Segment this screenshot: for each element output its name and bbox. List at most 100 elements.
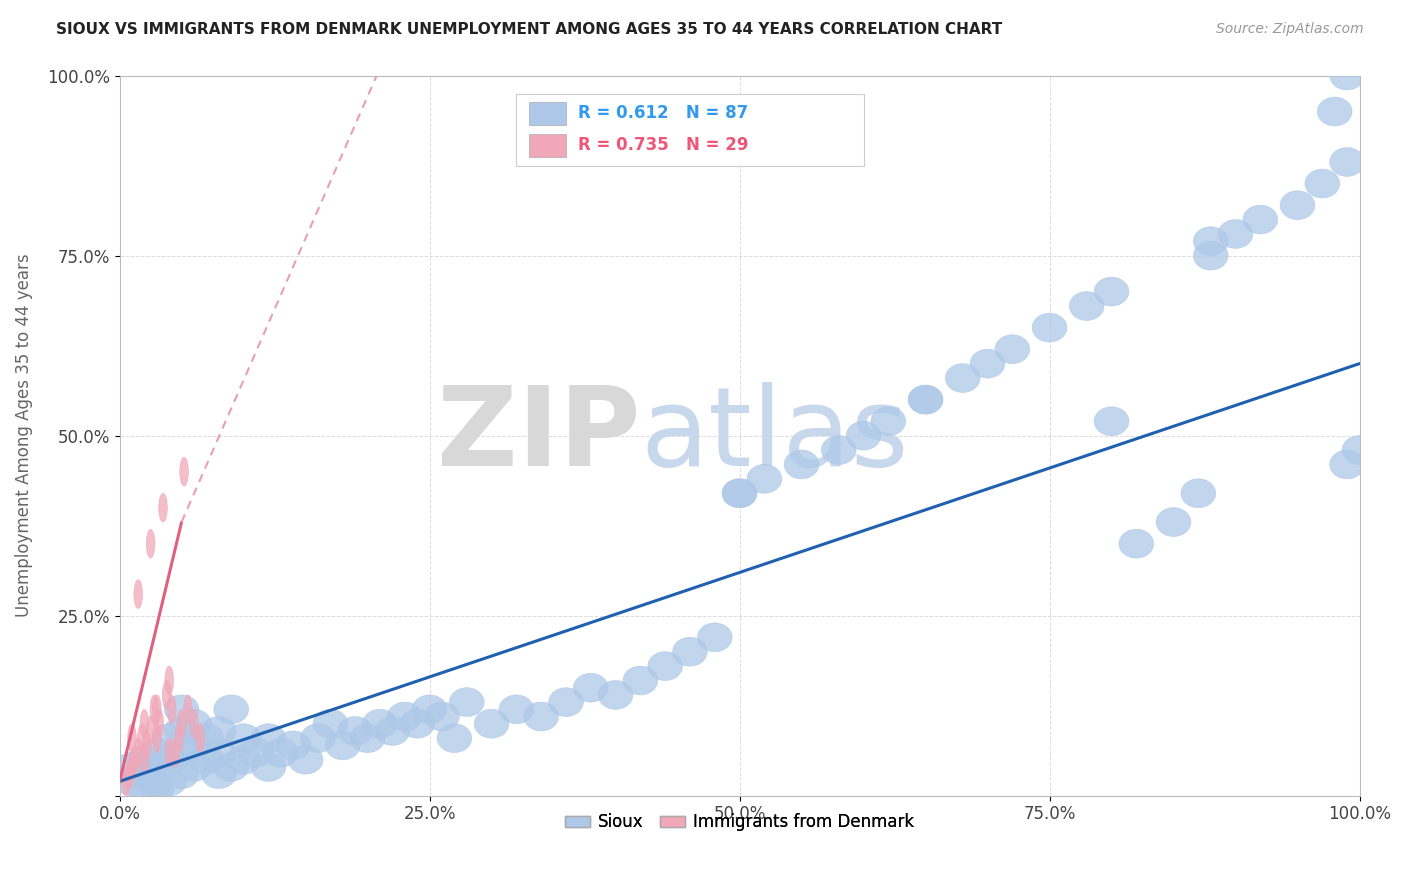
Ellipse shape — [425, 702, 460, 731]
Ellipse shape — [1330, 62, 1364, 90]
Ellipse shape — [159, 493, 167, 522]
Ellipse shape — [152, 695, 162, 723]
Ellipse shape — [201, 739, 236, 767]
Ellipse shape — [146, 529, 155, 558]
Ellipse shape — [177, 709, 211, 739]
Ellipse shape — [177, 753, 211, 781]
Ellipse shape — [139, 774, 174, 803]
Text: Source: ZipAtlas.com: Source: ZipAtlas.com — [1216, 22, 1364, 37]
Ellipse shape — [723, 479, 756, 508]
Ellipse shape — [1119, 529, 1154, 558]
Ellipse shape — [1181, 479, 1216, 508]
Ellipse shape — [127, 760, 162, 789]
Ellipse shape — [314, 709, 347, 739]
Ellipse shape — [165, 666, 173, 695]
Ellipse shape — [141, 709, 149, 739]
Ellipse shape — [1330, 450, 1364, 479]
Ellipse shape — [134, 739, 142, 767]
Text: R = 0.612   N = 87: R = 0.612 N = 87 — [578, 104, 748, 122]
Ellipse shape — [747, 465, 782, 493]
Ellipse shape — [174, 723, 183, 753]
Ellipse shape — [945, 364, 980, 392]
Ellipse shape — [190, 709, 198, 739]
Ellipse shape — [195, 723, 204, 753]
Ellipse shape — [239, 739, 273, 767]
Ellipse shape — [121, 767, 131, 796]
Ellipse shape — [127, 746, 162, 774]
Ellipse shape — [252, 753, 285, 781]
Y-axis label: Unemployment Among Ages 35 to 44 years: Unemployment Among Ages 35 to 44 years — [15, 254, 32, 617]
Ellipse shape — [214, 695, 249, 723]
Ellipse shape — [127, 774, 162, 803]
Ellipse shape — [288, 746, 323, 774]
Ellipse shape — [1243, 205, 1278, 234]
Ellipse shape — [276, 731, 311, 760]
Ellipse shape — [1343, 435, 1376, 465]
Ellipse shape — [598, 681, 633, 709]
Ellipse shape — [1317, 97, 1353, 126]
Ellipse shape — [1218, 219, 1253, 248]
Text: ZIP: ZIP — [437, 382, 640, 489]
Ellipse shape — [252, 723, 285, 753]
Ellipse shape — [1194, 241, 1227, 270]
Ellipse shape — [908, 385, 943, 414]
Ellipse shape — [908, 385, 943, 414]
Ellipse shape — [131, 746, 139, 774]
Ellipse shape — [152, 746, 187, 774]
Ellipse shape — [201, 716, 236, 746]
Ellipse shape — [167, 695, 176, 723]
Ellipse shape — [152, 767, 187, 796]
Ellipse shape — [226, 723, 262, 753]
Ellipse shape — [115, 753, 149, 781]
Ellipse shape — [1194, 227, 1227, 256]
Ellipse shape — [165, 695, 200, 723]
Ellipse shape — [138, 723, 146, 753]
Ellipse shape — [1305, 169, 1340, 198]
Ellipse shape — [150, 695, 159, 723]
Ellipse shape — [412, 695, 447, 723]
Ellipse shape — [146, 716, 155, 746]
Ellipse shape — [1032, 313, 1067, 342]
Ellipse shape — [363, 709, 398, 739]
Ellipse shape — [995, 334, 1029, 364]
Ellipse shape — [1094, 407, 1129, 435]
Ellipse shape — [165, 716, 200, 746]
Ellipse shape — [128, 723, 136, 753]
Ellipse shape — [548, 688, 583, 716]
Ellipse shape — [180, 458, 188, 486]
Ellipse shape — [785, 450, 818, 479]
Ellipse shape — [142, 731, 152, 760]
Ellipse shape — [172, 739, 180, 767]
Ellipse shape — [474, 709, 509, 739]
Ellipse shape — [821, 435, 856, 465]
Ellipse shape — [846, 421, 882, 450]
Legend: Sioux, Immigrants from Denmark: Sioux, Immigrants from Denmark — [558, 806, 921, 838]
Text: R = 0.735   N = 29: R = 0.735 N = 29 — [578, 136, 749, 154]
Ellipse shape — [1279, 191, 1315, 219]
Ellipse shape — [128, 753, 136, 781]
Ellipse shape — [226, 746, 262, 774]
Ellipse shape — [574, 673, 609, 702]
Ellipse shape — [723, 479, 756, 508]
Ellipse shape — [697, 623, 733, 652]
Ellipse shape — [1330, 147, 1364, 177]
Ellipse shape — [155, 709, 163, 739]
Ellipse shape — [524, 702, 558, 731]
Ellipse shape — [139, 739, 174, 767]
Ellipse shape — [165, 739, 200, 767]
Ellipse shape — [139, 767, 174, 796]
Ellipse shape — [188, 746, 224, 774]
Ellipse shape — [450, 688, 484, 716]
Ellipse shape — [437, 723, 472, 753]
Ellipse shape — [177, 731, 211, 760]
Ellipse shape — [134, 580, 142, 608]
Text: atlas: atlas — [640, 382, 908, 489]
Ellipse shape — [672, 637, 707, 666]
Ellipse shape — [648, 652, 682, 681]
Ellipse shape — [325, 731, 360, 760]
Ellipse shape — [162, 681, 172, 709]
FancyBboxPatch shape — [529, 103, 567, 125]
Ellipse shape — [139, 753, 174, 781]
Ellipse shape — [183, 695, 193, 723]
Ellipse shape — [214, 753, 249, 781]
